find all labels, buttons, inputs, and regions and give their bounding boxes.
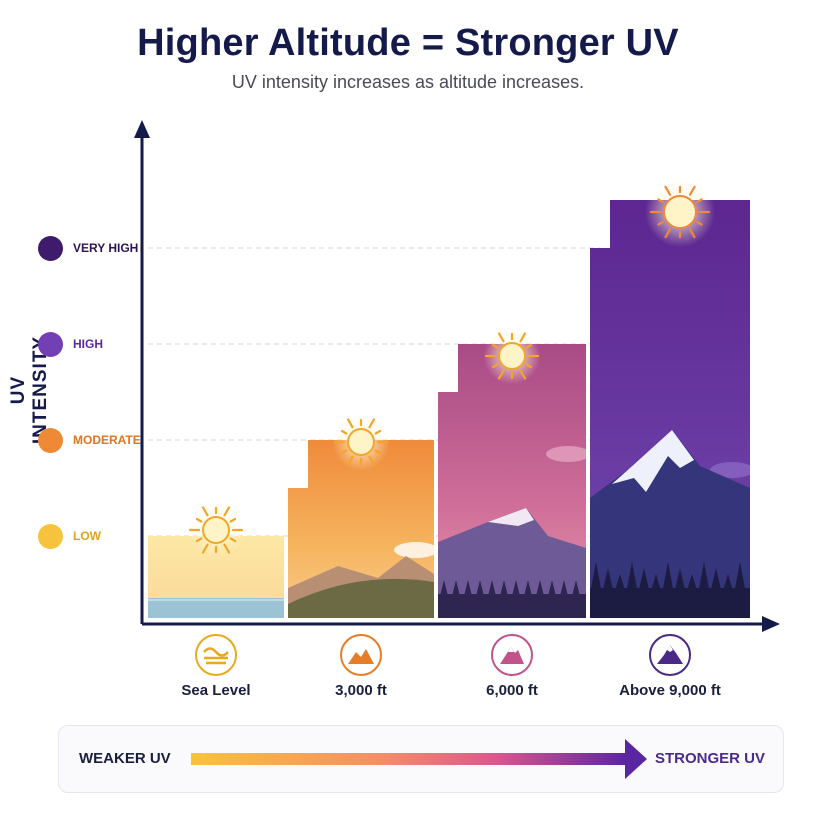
mountain-icon (491, 634, 533, 676)
y-level-low: LOW (38, 523, 101, 549)
high-mountain-icon (649, 634, 691, 676)
level-dot (38, 523, 63, 549)
chart-subtitle: UV intensity increases as altitude incre… (231, 72, 585, 92)
bar-6-000-ft (438, 327, 586, 618)
axes (134, 120, 780, 632)
bar-above-9-000-ft (590, 176, 750, 618)
x-tick-label: 6,000 ft (486, 682, 538, 699)
bar-3-000-ft (288, 413, 434, 618)
wave-icon (195, 634, 237, 676)
level-label: LOW (73, 529, 101, 543)
level-label: HIGH (73, 337, 103, 351)
x-tick-label: Sea Level (181, 682, 251, 699)
y-level-high: HIGH (38, 331, 103, 357)
legend-weaker-label: WEAKER UV (79, 750, 171, 767)
level-dot (38, 427, 63, 453)
x-tick-label: Above 9,000 ft (619, 682, 721, 699)
level-label: VERY HIGH (73, 241, 139, 255)
level-dot (38, 331, 63, 357)
hill-icon (340, 634, 382, 676)
x-tick-label: 3,000 ft (335, 682, 387, 699)
bar-sea-level (148, 501, 284, 618)
y-level-very-high: VERY HIGH (38, 235, 138, 261)
chart-title: Higher Altitude = Stronger UV (137, 22, 679, 64)
uv-strength-legend: WEAKER UV STRONGER UV (58, 725, 784, 793)
level-label: MODERATE (73, 433, 141, 447)
level-dot (38, 235, 63, 261)
legend-stronger-label: STRONGER UV (654, 750, 765, 767)
legend-gradient-arrow (191, 739, 647, 779)
bars (148, 176, 750, 618)
y-level-moderate: MODERATE (38, 427, 141, 453)
